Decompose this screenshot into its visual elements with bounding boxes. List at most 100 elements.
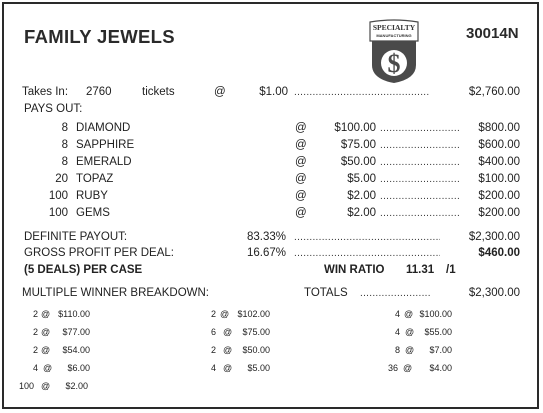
form-number: 30014N [466,25,519,42]
multi-amount: $100.00 [419,309,452,319]
multi-at: @ [404,309,414,319]
multi-amount: $4.00 [429,363,452,373]
totals-value: $2,300.00 [468,287,520,299]
prize-at: @ [295,122,307,134]
prize-amount: $75.00 [340,139,376,151]
prize-total: $600.00 [478,139,520,151]
prize-leader [380,207,460,220]
multi-count: 2 [210,345,216,355]
multi-amount: $77.00 [62,327,90,337]
takes-in-total: $2,760.00 [468,86,520,98]
multi-count: 2 [32,345,38,355]
multi-count: 4 [394,327,400,337]
takes-in-price: $1.00 [259,86,288,98]
specialty-manufacturing-logo: SPECIALTY MANUFACTURING $ [369,19,419,83]
prize-amount: $5.00 [347,173,376,185]
prize-at: @ [295,207,307,219]
multi-count: 100 [18,381,34,391]
multi-count: 36 [387,363,398,373]
multi-at: @ [405,345,415,355]
multi-count: 2 [32,309,38,319]
multi-at: @ [43,363,53,373]
multi-at: @ [41,345,51,355]
prize-leader [380,190,460,203]
multi-count: 8 [394,345,400,355]
prize-total: $200.00 [478,190,520,202]
multi-amount: $102.00 [237,309,270,319]
multi-amount: $75.00 [242,327,270,337]
gross-profit-leader [294,247,440,260]
multi-count: 4 [32,363,38,373]
prize-count: 8 [61,122,68,134]
multi-amount: $54.00 [62,345,90,355]
multi-at: @ [41,381,51,391]
prize-amount: $100.00 [334,122,376,134]
prize-name: RUBY [76,190,108,202]
prize-name: GEMS [76,207,110,219]
multi-at: @ [41,309,51,319]
prize-at: @ [295,139,307,151]
prize-name: TOPAZ [76,173,114,185]
gross-profit-label: GROSS PROFIT PER DEAL: [24,247,174,259]
case-label: (5 DEALS) PER CASE [24,264,143,276]
takes-in-label: Takes In: [22,86,69,98]
multi-at: @ [405,327,415,337]
totals-leader [360,287,430,300]
prize-amount: $2.00 [347,190,376,202]
prize-name: SAPPHIRE [76,139,135,151]
prize-at: @ [295,173,307,185]
multi-count: 6 [210,327,216,337]
win-ratio-value: 11.31 [406,264,435,276]
prize-at: @ [295,156,307,168]
multi-at: @ [223,363,233,373]
logo-circle [381,50,407,76]
takes-in-at: @ [214,86,226,98]
gross-profit-total: $460.00 [478,247,520,259]
multi-amount: $5.00 [247,363,270,373]
logo-banner-shape [369,19,419,42]
prize-leader [380,173,460,186]
win-ratio-suffix: /1 [446,264,456,276]
definite-payout-pct: 83.33% [246,231,286,243]
prize-leader [380,139,460,152]
multi-count: 4 [210,363,216,373]
prize-count: 8 [61,139,68,151]
logo-top-text: SPECIALTY [373,23,416,32]
multi-at: @ [41,327,51,337]
prize-name: EMERALD [76,156,132,168]
gross-profit-pct: 16.67% [246,247,286,259]
definite-payout-label: DEFINITE PAYOUT: [24,231,128,243]
definite-payout-leader [294,231,440,244]
multi-at: @ [223,327,233,337]
multi-amount: $55.00 [424,327,452,337]
logo-dollar-symbol: $ [388,49,401,78]
prize-total: $800.00 [478,122,520,134]
prize-name: DIAMOND [76,122,131,134]
prize-amount: $2.00 [347,207,376,219]
multi-winner-label: MULTIPLE WINNER BREAKDOWN: [22,287,209,299]
multi-at: @ [223,345,233,355]
multi-count: 2 [32,327,38,337]
multi-amount: $7.00 [429,345,452,355]
takes-in-tickets-word: tickets [142,86,175,98]
multi-count: 2 [210,309,216,319]
multi-amount: $50.00 [242,345,270,355]
prize-amount: $50.00 [340,156,376,168]
pays-out-label: PAYS OUT: [24,103,83,115]
multi-amount: $2.00 [65,381,88,391]
prize-count: 100 [48,207,68,219]
prize-count: 20 [55,173,68,185]
prize-count: 8 [61,156,68,168]
takes-in-tickets: 2760 [86,86,112,98]
flare-card: FAMILY JEWELS 30014N SPECIALTY MANUFACTU… [2,2,539,409]
prize-total: $100.00 [478,173,520,185]
game-title: FAMILY JEWELS [24,26,175,47]
multi-at: @ [220,309,230,319]
takes-in-leader [294,86,429,99]
totals-label: TOTALS [304,287,348,299]
definite-payout-total: $2,300.00 [468,231,520,243]
prize-total: $400.00 [478,156,520,168]
prize-leader [380,156,460,169]
prize-at: @ [295,190,307,202]
prize-count: 100 [48,190,68,202]
